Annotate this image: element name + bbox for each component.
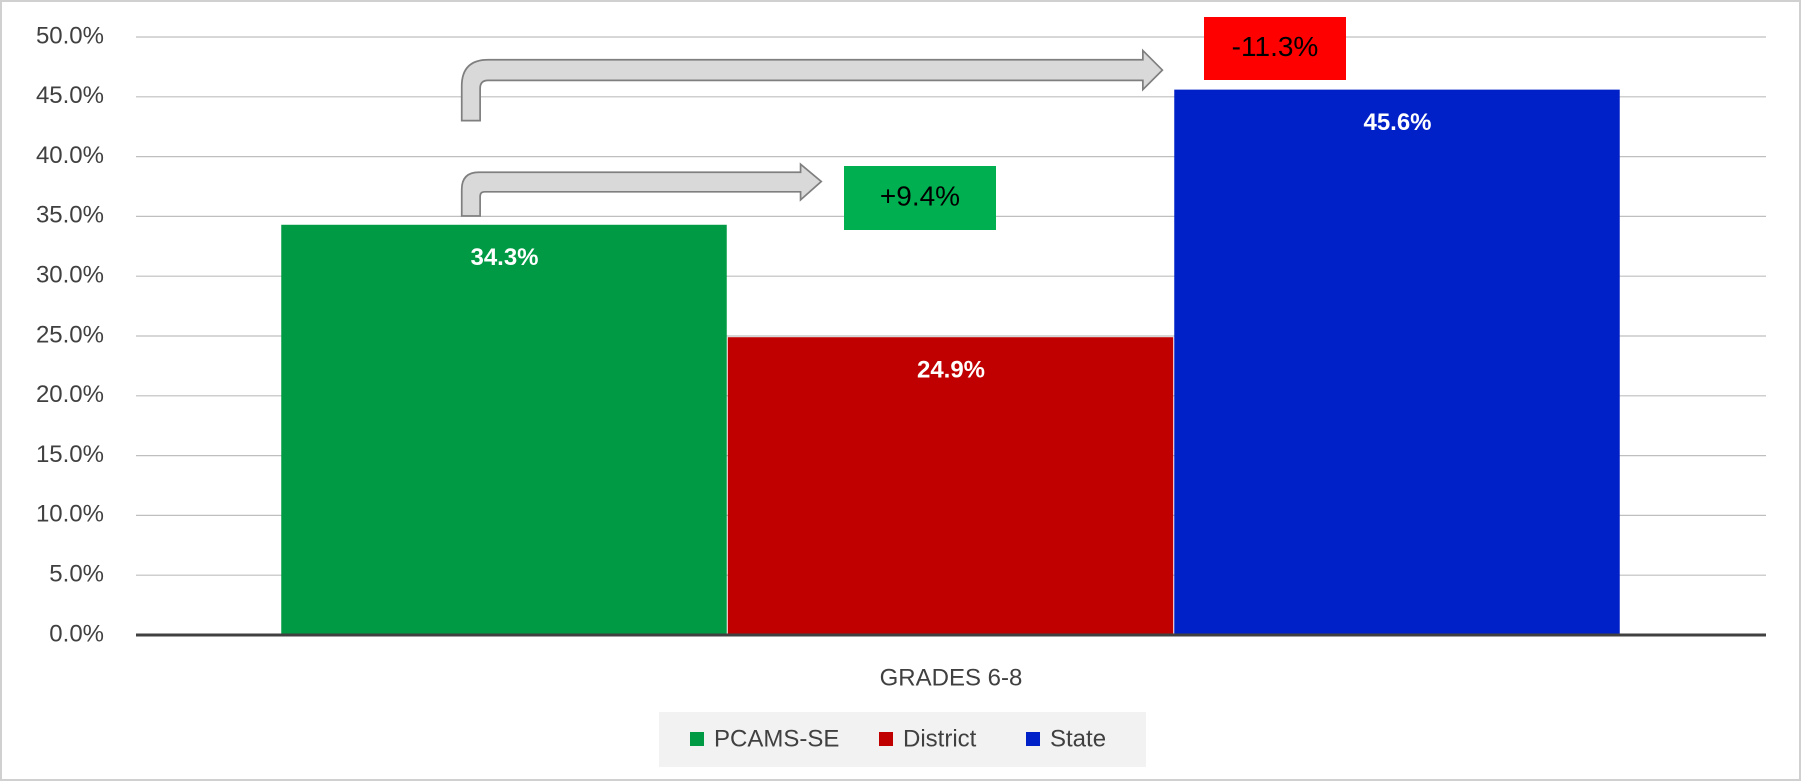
- arrow: [460, 162, 823, 217]
- y-tick-label: 0.0%: [49, 620, 104, 647]
- legend-label: District: [903, 725, 977, 752]
- legend-label: State: [1050, 725, 1106, 752]
- data-label: 24.9%: [917, 357, 985, 384]
- legend-label: PCAMS-SE: [714, 725, 839, 752]
- legend-swatch: [879, 732, 893, 746]
- y-tick-label: 10.0%: [36, 501, 104, 528]
- arrows: [460, 48, 1164, 217]
- legend-box: [659, 712, 1146, 767]
- x-tick-label: GRADES 6-8: [880, 664, 1023, 691]
- bar: [281, 224, 727, 635]
- y-tick-label: 30.0%: [36, 262, 104, 289]
- data-label: 45.6%: [1363, 109, 1431, 136]
- y-tick-label: 45.0%: [36, 82, 104, 109]
- y-tick-label: 25.0%: [36, 321, 104, 348]
- legend-swatch: [1026, 732, 1040, 746]
- annotation-box: [1204, 17, 1346, 80]
- arrow: [460, 48, 1164, 122]
- legend-swatch: [690, 732, 704, 746]
- annotation: +9.4%: [880, 180, 960, 211]
- data-label: 34.3%: [470, 244, 538, 271]
- y-tick-label: 50.0%: [36, 22, 104, 49]
- y-tick-label: 5.0%: [49, 561, 104, 588]
- bar: [727, 337, 1174, 635]
- y-tick-label: 20.0%: [36, 381, 104, 408]
- bar: [1174, 89, 1620, 635]
- annotation: -11.3%: [1232, 31, 1319, 62]
- annotation-box: [844, 166, 996, 230]
- y-tick-label: 40.0%: [36, 142, 104, 169]
- y-tick-label: 15.0%: [36, 441, 104, 468]
- y-tick-label: 35.0%: [36, 202, 104, 229]
